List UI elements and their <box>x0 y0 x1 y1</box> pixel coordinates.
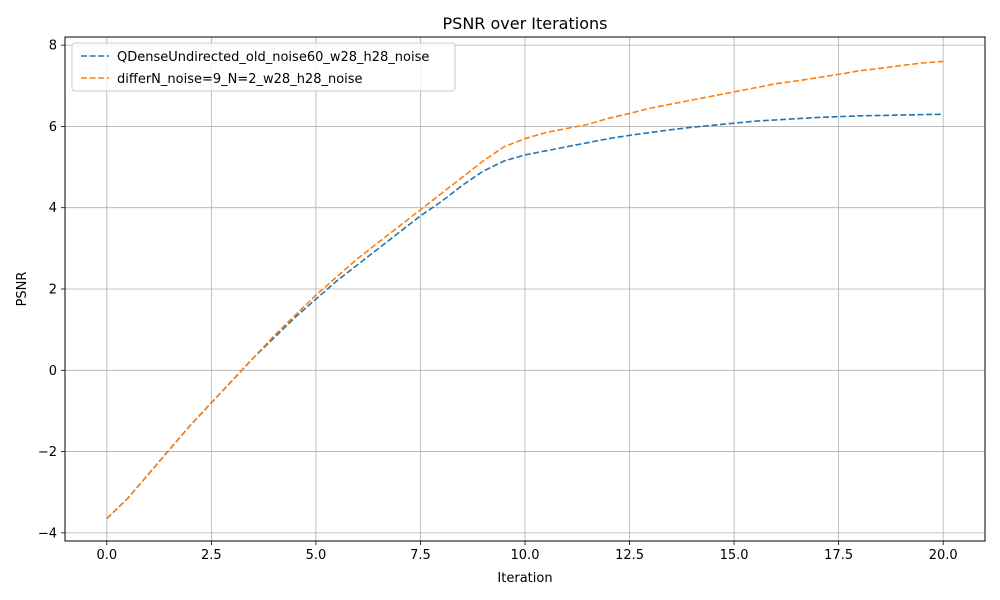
y-tick-label: 6 <box>49 120 57 135</box>
series-lines <box>106 60 944 520</box>
x-tick-label: 17.5 <box>824 548 853 563</box>
legend-label-series-1: QDenseUndirected_old_noise60_w28_h28_noi… <box>117 50 429 65</box>
y-tick-label: 0 <box>49 364 57 379</box>
x-tick-label: 20.0 <box>929 548 958 563</box>
x-axis-title: Iteration <box>497 571 552 586</box>
y-tick-label: 4 <box>49 201 57 216</box>
y-tick-label: 2 <box>49 283 57 298</box>
x-tick-label: 0.0 <box>96 548 117 563</box>
y-axis-title: PSNR <box>15 272 30 307</box>
grid-lines <box>65 37 985 541</box>
y-axis-ticks: −4 −2 0 2 4 6 8 <box>38 39 65 541</box>
x-tick-label: 10.0 <box>511 548 540 563</box>
x-tick-label: 15.0 <box>720 548 749 563</box>
legend-label-series-2: differN_noise=9_N=2_w28_h28_noise <box>117 72 363 87</box>
legend-box <box>71 42 456 92</box>
x-tick-label: 5.0 <box>306 548 327 563</box>
x-tick-label: 7.5 <box>410 548 431 563</box>
x-tick-label: 2.5 <box>201 548 222 563</box>
y-tick-label: −4 <box>38 526 57 541</box>
chart-title: PSNR over Iterations <box>443 14 608 33</box>
y-tick-label: 8 <box>49 39 57 54</box>
x-tick-label: 12.5 <box>615 548 644 563</box>
legend: QDenseUndirected_old_noise60_w28_h28_noi… <box>71 42 456 92</box>
x-axis-ticks: 0.0 2.5 5.0 7.5 10.0 12.5 15.0 17.5 20.0 <box>96 541 958 563</box>
series-line-2 <box>106 60 944 520</box>
y-tick-label: −2 <box>38 445 57 460</box>
